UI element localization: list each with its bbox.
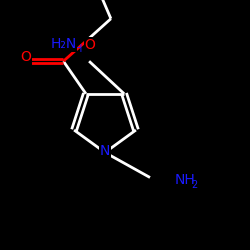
Text: H₂N: H₂N bbox=[50, 37, 76, 51]
Text: 2: 2 bbox=[67, 44, 73, 54]
Text: O: O bbox=[84, 38, 95, 52]
Text: 2: 2 bbox=[191, 180, 198, 190]
Text: O: O bbox=[20, 50, 31, 64]
Text: NH: NH bbox=[175, 173, 196, 187]
Text: H: H bbox=[76, 44, 83, 54]
Text: N: N bbox=[100, 144, 110, 158]
